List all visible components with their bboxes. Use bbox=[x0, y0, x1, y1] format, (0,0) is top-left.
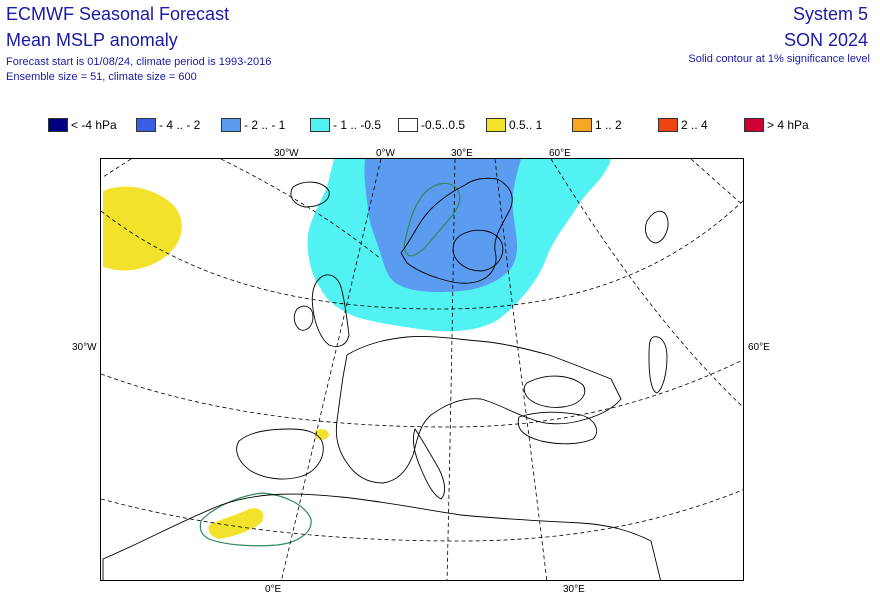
legend-swatch bbox=[744, 118, 764, 132]
legend-label: -0.5..0.5 bbox=[421, 118, 466, 132]
legend-item: - 2 .. - 1 bbox=[221, 116, 285, 134]
legend-label: 0.5.. 1 bbox=[509, 118, 543, 132]
map-svg bbox=[101, 159, 743, 580]
legend-label: 2 .. 4 bbox=[681, 118, 708, 132]
legend-item: -0.5..0.5 bbox=[398, 116, 465, 134]
legend-swatch bbox=[136, 118, 156, 132]
significance-note: Solid contour at 1% significance level bbox=[688, 53, 870, 65]
lon-label-left: 30°W bbox=[72, 342, 97, 353]
ensemble-info: Ensemble size = 51, climate size = 600 bbox=[6, 71, 197, 83]
lon-label-right: 60°E bbox=[748, 342, 770, 353]
anomaly-area-yellow-north-africa bbox=[208, 508, 264, 539]
coastlines bbox=[102, 177, 669, 580]
legend-label: < -4 hPa bbox=[71, 118, 117, 132]
legend-swatch bbox=[310, 118, 330, 132]
legend-swatch bbox=[658, 118, 678, 132]
title: ECMWF Seasonal Forecast bbox=[6, 4, 230, 24]
lon-label-top: 30°W bbox=[274, 148, 299, 159]
legend-label: - 1 .. -0.5 bbox=[333, 118, 382, 132]
anomaly-area-yellow-iberia bbox=[315, 429, 329, 440]
forecast-info: Forecast start is 01/08/24, climate peri… bbox=[6, 56, 272, 68]
map-panel bbox=[100, 158, 744, 581]
legend-item: - 1 .. -0.5 bbox=[310, 116, 381, 134]
significance-contour-south bbox=[199, 492, 312, 547]
legend-item: 1 .. 2 bbox=[572, 116, 622, 134]
lon-label-top: 30°E bbox=[451, 148, 473, 159]
legend-item: 0.5.. 1 bbox=[486, 116, 542, 134]
legend-item: 2 .. 4 bbox=[658, 116, 708, 134]
anomaly-area-blue bbox=[364, 159, 521, 293]
lon-label-bottom: 30°E bbox=[563, 584, 585, 595]
legend-swatch bbox=[572, 118, 592, 132]
lon-label-bottom: 0°E bbox=[265, 584, 282, 595]
lon-label-top: 0°W bbox=[376, 148, 395, 159]
lon-label-top: 60°E bbox=[549, 148, 571, 159]
legend-label: - 2 .. - 1 bbox=[244, 118, 286, 132]
anomaly-area-yellow-north-atlantic bbox=[103, 186, 182, 271]
subtitle: Mean MSLP anomaly bbox=[6, 30, 178, 50]
legend-label: 1 .. 2 bbox=[595, 118, 622, 132]
system-label: System 5 bbox=[792, 4, 868, 24]
legend-item: - 4 .. - 2 bbox=[136, 116, 200, 134]
legend-label: > 4 hPa bbox=[767, 118, 809, 132]
legend-item: < -4 hPa bbox=[48, 116, 117, 134]
legend-swatch bbox=[486, 118, 506, 132]
season-label: SON 2024 bbox=[783, 30, 868, 50]
legend-swatch bbox=[221, 118, 241, 132]
legend-item: > 4 hPa bbox=[744, 116, 809, 134]
legend-label: - 4 .. - 2 bbox=[159, 118, 201, 132]
legend-swatch bbox=[48, 118, 68, 132]
graticule bbox=[101, 159, 743, 580]
legend-swatch bbox=[398, 118, 418, 132]
